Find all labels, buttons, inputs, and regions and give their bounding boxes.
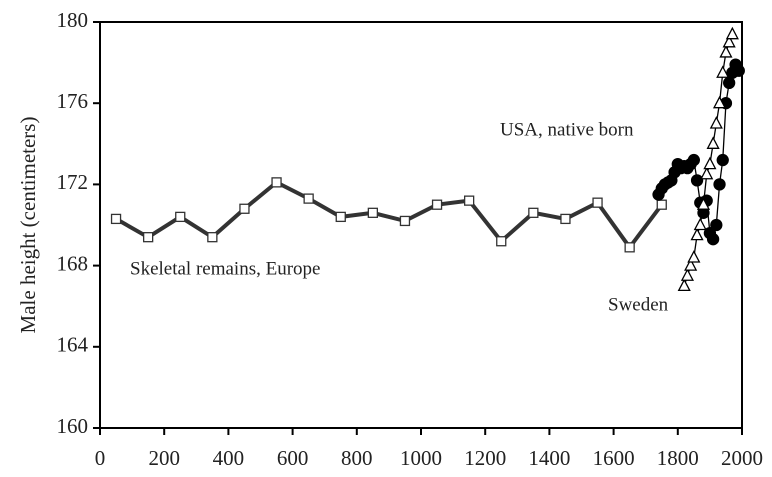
square-marker xyxy=(367,207,379,218)
circle-marker xyxy=(713,178,726,191)
annotation: USA, native born xyxy=(500,119,634,140)
square-marker xyxy=(592,197,603,208)
y-tick-label: 160 xyxy=(57,414,89,438)
circle-marker xyxy=(723,76,736,90)
y-tick-label: 176 xyxy=(57,89,89,113)
triangle-marker xyxy=(677,278,691,292)
circle-marker xyxy=(706,233,720,246)
annotation: Sweden xyxy=(608,294,669,315)
x-tick-label: 600 xyxy=(277,446,309,470)
x-tick-label: 800 xyxy=(341,446,373,470)
y-axis-label: Male height (centimeters) xyxy=(16,117,40,334)
triangle-marker xyxy=(703,156,717,170)
series-line xyxy=(115,179,664,251)
x-tick-label: 200 xyxy=(148,446,180,470)
square-marker xyxy=(271,177,282,188)
square-marker xyxy=(463,195,475,206)
x-tick-label: 2000 xyxy=(721,446,763,470)
square-marker xyxy=(496,236,507,247)
square-marker xyxy=(142,232,154,243)
y-tick-label: 180 xyxy=(57,8,89,32)
square-marker xyxy=(239,203,250,214)
x-tick-label: 0 xyxy=(95,446,106,470)
triangle-marker xyxy=(687,250,701,263)
y-tick-label: 172 xyxy=(57,170,89,194)
square-marker xyxy=(431,199,443,210)
circle-marker xyxy=(710,218,723,232)
triangle-marker xyxy=(690,227,704,241)
annotation: Skeletal remains, Europe xyxy=(130,258,320,279)
square-marker xyxy=(207,232,218,243)
triangle-marker xyxy=(719,45,733,58)
x-tick-label: 1000 xyxy=(400,446,442,470)
circle-marker xyxy=(716,153,729,167)
square-marker xyxy=(528,207,539,218)
square-marker xyxy=(335,211,346,223)
x-tick-label: 1400 xyxy=(528,446,570,470)
y-tick-label: 168 xyxy=(57,251,89,275)
circle-marker xyxy=(690,174,704,187)
square-marker xyxy=(560,213,571,225)
square-marker xyxy=(624,242,635,253)
triangle-marker xyxy=(696,197,711,210)
triangle-marker xyxy=(700,166,714,180)
circle-marker xyxy=(732,64,745,77)
triangle-marker xyxy=(693,217,707,231)
square-marker xyxy=(656,199,667,210)
square-marker xyxy=(110,213,122,225)
triangle-marker xyxy=(684,258,698,271)
x-tick-label: 1800 xyxy=(657,446,699,470)
x-tick-label: 1200 xyxy=(464,446,506,470)
y-tick-label: 164 xyxy=(57,333,89,357)
circle-marker xyxy=(687,153,700,167)
square-marker xyxy=(175,211,186,223)
x-tick-label: 1600 xyxy=(593,446,635,470)
triangle-marker xyxy=(709,116,723,129)
triangle-marker xyxy=(716,65,730,78)
x-tick-label: 400 xyxy=(213,446,245,470)
triangle-marker xyxy=(725,26,739,40)
triangle-marker xyxy=(722,34,736,48)
triangle-marker xyxy=(706,136,720,149)
triangle-marker xyxy=(712,95,727,109)
square-marker xyxy=(303,193,314,204)
triangle-marker xyxy=(680,268,695,281)
square-marker xyxy=(399,215,411,227)
